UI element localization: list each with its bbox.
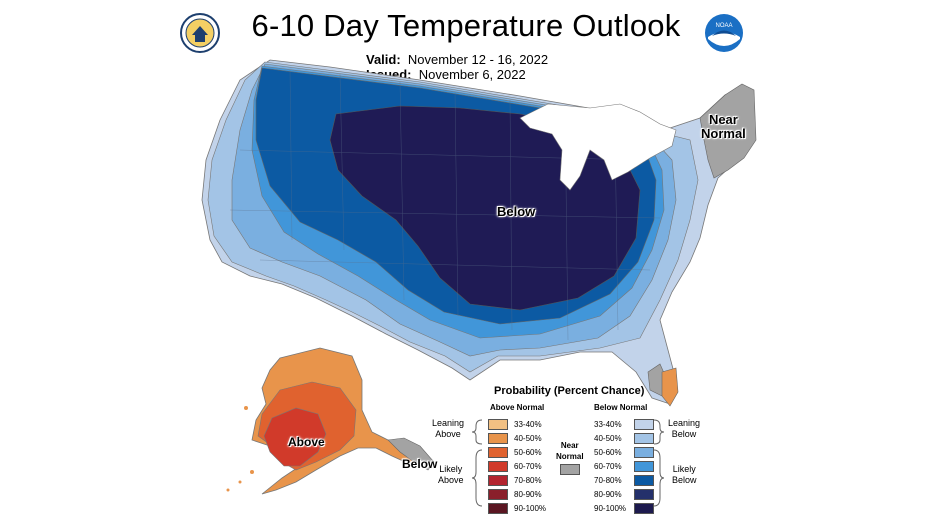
legend-above-row: 50-60% [488, 446, 548, 458]
legend-near-label-1: Near [560, 441, 579, 450]
legend-leaning-below: Leaning Below [668, 418, 700, 440]
legend-leaning-above-2: Above [435, 429, 461, 439]
legend-below-swatch [634, 432, 654, 444]
legend-likely-below-2: Below [672, 475, 697, 485]
legend-below-swatch [634, 502, 654, 514]
legend-below-row: 60-70% [594, 460, 654, 472]
noaa-logo-text: NOAA [715, 23, 732, 29]
legend-above-range: 33-40% [514, 419, 542, 429]
legend-below-swatch [634, 418, 654, 430]
legend-likely-below-1: Likely [672, 464, 696, 474]
label-near-normal: Near Normal [701, 113, 746, 141]
label-below-alaska: Below [402, 457, 438, 471]
legend-below-row: 50-60% [594, 446, 654, 458]
legend-above-row: 80-90% [488, 488, 548, 500]
legend-likely-above-1: Likely [439, 464, 463, 474]
label-near: Near [708, 112, 738, 127]
legend-above-row: 60-70% [488, 460, 548, 472]
legend-above-swatch [488, 446, 508, 458]
legend-above-swatch [488, 474, 508, 486]
alaska-panhandle [387, 437, 435, 471]
legend-below-swatch [634, 488, 654, 500]
legend-above-row: 33-40% [488, 418, 548, 430]
legend-above-range: 80-90% [514, 489, 542, 499]
legend-below-row: 70-80% [594, 474, 654, 486]
legend-near-label-2: Normal [556, 452, 584, 461]
aleutian-islands [226, 406, 254, 492]
legend-below-range: 40-50% [594, 433, 622, 443]
legend-likely-above: Likely Above [438, 464, 464, 486]
legend-below-range: 90-100% [594, 503, 627, 513]
legend-below-range: 80-90% [594, 489, 622, 499]
alaska-60-70 [263, 407, 327, 467]
page-title: 6-10 Day Temperature Outlook [251, 8, 681, 43]
valid-value: November 12 - 16, 2022 [407, 52, 549, 67]
legend-below-row: 40-50% [594, 432, 654, 444]
brace-above [471, 419, 483, 507]
legend-above-swatch [488, 502, 508, 514]
legend-above-row: 70-80% [488, 474, 548, 486]
legend-above-swatch [488, 460, 508, 472]
legend-likely-below: Likely Below [672, 464, 697, 486]
legend-likely-above-2: Above [438, 475, 464, 485]
legend-above-range: 70-80% [514, 475, 542, 485]
legend-below-range: 33-40% [594, 419, 622, 429]
legend-below-range: 70-80% [594, 475, 622, 485]
label-above-alaska: Above [288, 435, 325, 449]
legend-near-normal-swatch [560, 464, 580, 475]
legend-leaning-below-2: Below [671, 429, 697, 439]
legend-above-swatch [488, 432, 508, 444]
legend-below-range: 60-70% [594, 461, 622, 471]
legend-below-row: 90-100% [594, 502, 654, 514]
legend-above-range: 90-100% [514, 503, 547, 513]
legend-leaning-below-1: Leaning [668, 418, 701, 428]
brace-below [653, 419, 665, 507]
legend-leaning-above-1: Leaning [432, 418, 465, 428]
legend-above-swatch [488, 488, 508, 500]
zone-near-normal-ne [699, 83, 757, 179]
valid-line: Valid: November 12 - 16, 2022 [366, 52, 548, 67]
legend-above-head: Above Normal [490, 403, 545, 412]
legend-below-range: 50-60% [594, 447, 622, 457]
legend-below-row: 33-40% [594, 418, 654, 430]
issued-value: November 6, 2022 [418, 67, 526, 82]
legend-above-row: 40-50% [488, 432, 548, 444]
valid-label: Valid: [366, 52, 401, 67]
label-normal: Normal [701, 126, 746, 141]
legend-above-range: 40-50% [514, 433, 542, 443]
legend-near-normal-label: Near Normal [556, 440, 584, 462]
legend-above-range: 50-60% [514, 447, 542, 457]
legend-above-swatch [488, 418, 508, 430]
label-below-conus: Below [497, 204, 536, 219]
legend-leaning-above: Leaning Above [432, 418, 464, 440]
legend-below-swatch [634, 474, 654, 486]
legend-below-swatch [634, 446, 654, 458]
great-lakes [519, 103, 677, 191]
legend-below-head: Below Normal [594, 403, 648, 412]
legend-title: Probability (Percent Chance) [494, 385, 645, 397]
commerce-seal-logo [180, 13, 220, 53]
legend-below-swatch [634, 460, 654, 472]
noaa-logo: NOAA [705, 14, 743, 52]
zone-above-fl [661, 367, 679, 407]
legend-above-range: 60-70% [514, 461, 542, 471]
legend-below-row: 80-90% [594, 488, 654, 500]
legend-above-row: 90-100% [488, 502, 548, 514]
